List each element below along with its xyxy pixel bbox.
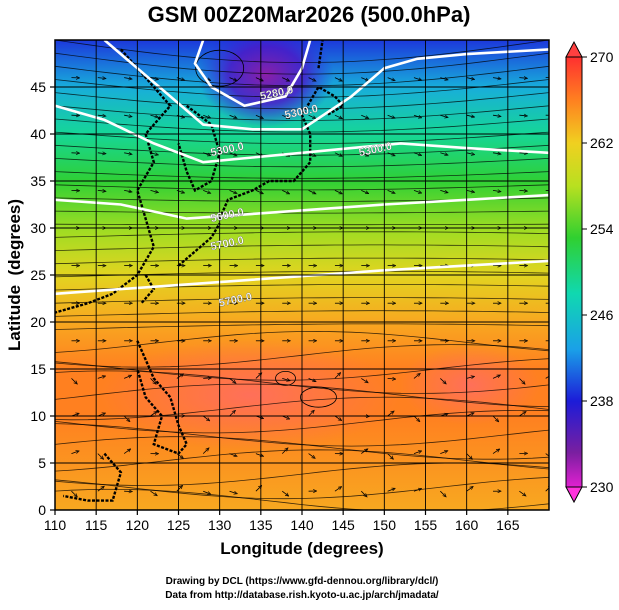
y-tick-label: 35 — [30, 173, 46, 189]
warm-patch-west — [100, 340, 400, 450]
y-tick-label: 0 — [38, 502, 46, 518]
x-tick-label: 150 — [373, 517, 397, 533]
colorbar-tick-label: 246 — [590, 307, 614, 323]
colorbar-top-extend — [566, 42, 582, 57]
colorbar-tick-label: 230 — [590, 479, 614, 495]
colorbar-tick-label: 254 — [590, 221, 614, 237]
x-tick-label: 155 — [414, 517, 438, 533]
x-tick-label: 135 — [249, 517, 273, 533]
y-tick-label: 10 — [30, 408, 46, 424]
x-tick-label: 165 — [496, 517, 520, 533]
colorbar-bottom-extend — [566, 487, 582, 502]
y-axis-ticks: 0 5 10 15 20 25 30 35 40 45 — [30, 79, 55, 518]
y-tick-label: 20 — [30, 314, 46, 330]
warm-patch-east — [400, 345, 540, 425]
y-tick-label: 30 — [30, 220, 46, 236]
x-tick-label: 110 — [44, 517, 67, 533]
x-tick-label: 145 — [331, 517, 355, 533]
colorbar-tick-label: 262 — [590, 135, 614, 151]
y-tick-label: 15 — [30, 361, 46, 377]
x-tick-label: 130 — [208, 517, 232, 533]
x-axis-ticks: 110 115 120 125 130 135 140 145 150 155 160 165 — [44, 510, 520, 533]
chart-title: GSM 00Z20Mar2026 (500.0hPa) — [148, 2, 471, 27]
colorbar-tick-label: 270 — [590, 49, 614, 65]
colorbar-tick-label: 238 — [590, 393, 614, 409]
x-axis-label: Longitude (degrees) — [220, 539, 383, 558]
y-tick-label: 5 — [38, 455, 46, 471]
x-tick-label: 115 — [85, 517, 108, 533]
x-tick-label: 140 — [290, 517, 314, 533]
x-tick-label: 125 — [167, 517, 191, 533]
colorbar-body — [566, 57, 582, 487]
footer-line-1: Drawing by DCL (https://www.gfd-dennou.o… — [166, 576, 439, 587]
footer-line-2: Data from http://database.rish.kyoto-u.a… — [165, 590, 439, 601]
colorbar-ticks: 230 238 246 254 262 270 — [582, 49, 614, 495]
colorbar: 230 238 246 254 262 270 — [566, 42, 614, 502]
x-tick-label: 120 — [126, 517, 150, 533]
y-tick-label: 45 — [30, 79, 46, 95]
y-axis-label: Latitude (degrees) — [5, 199, 24, 351]
y-tick-label: 25 — [30, 267, 46, 283]
y-tick-label: 40 — [30, 126, 46, 142]
x-tick-label: 160 — [455, 517, 479, 533]
